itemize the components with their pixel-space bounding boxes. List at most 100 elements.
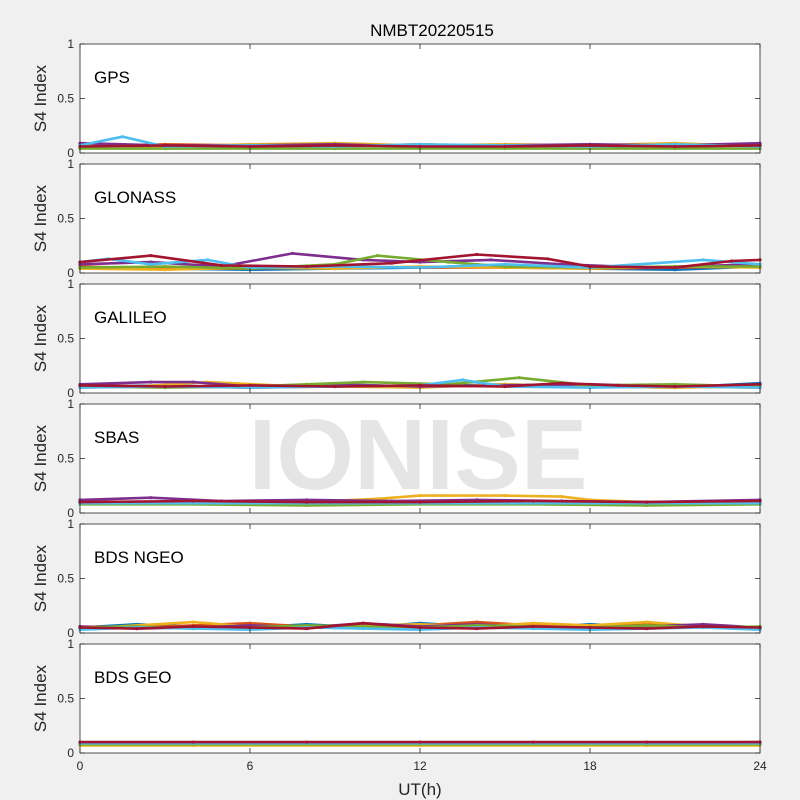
- data-point: [163, 264, 167, 269]
- y-tick-label: 0: [67, 626, 74, 640]
- panel-plot-area: [80, 164, 760, 273]
- data-point: [305, 500, 309, 504]
- x-axis-label: UT(h): [398, 780, 441, 799]
- y-tick-label: 1: [67, 397, 74, 411]
- data-point: [475, 252, 479, 257]
- data-point: [375, 254, 380, 258]
- data-point: [418, 740, 422, 744]
- data-point: [645, 500, 649, 504]
- data-point: [517, 376, 521, 380]
- y-tick-label: 0: [67, 146, 74, 160]
- data-point: [248, 621, 252, 625]
- data-point: [673, 266, 677, 270]
- data-point: [418, 494, 422, 498]
- data-point: [149, 254, 153, 258]
- y-tick-label: 0: [67, 266, 74, 280]
- data-point: [361, 621, 365, 625]
- data-point: [305, 264, 309, 269]
- data-point: [531, 621, 535, 625]
- data-point: [333, 384, 337, 389]
- y-tick-label: 0.5: [57, 572, 74, 586]
- panel-label: BDS GEO: [94, 668, 171, 687]
- data-point: [531, 501, 535, 505]
- series-line: [78, 381, 762, 388]
- data-point: [531, 624, 535, 629]
- panel-glonass: 0 0.5 1 S4 Index GLONASS: [31, 157, 762, 280]
- x-tick-label: 6: [247, 759, 254, 773]
- data-point: [120, 135, 125, 139]
- data-point: [149, 262, 153, 266]
- y-tick-label: 1: [67, 637, 74, 651]
- panel-plot-area: [80, 644, 760, 753]
- y-axis-label: S4 Index: [31, 544, 50, 612]
- data-point: [531, 740, 535, 744]
- y-tick-label: 0.5: [57, 452, 74, 466]
- panel-label: GLONASS: [94, 188, 176, 207]
- panels: 0 0.5 1 S4 Index GPS 0 0.5 1 S4 Index GLONASS 0 0.5…: [31, 37, 767, 773]
- y-axis-label: S4 Index: [31, 64, 50, 132]
- data-point: [588, 143, 592, 147]
- data-point: [701, 258, 705, 262]
- data-point: [135, 627, 139, 631]
- data-point: [191, 740, 195, 744]
- data-point: [248, 144, 252, 149]
- x-tick-label: 18: [583, 759, 597, 773]
- panel-label: BDS NGEO: [94, 548, 184, 567]
- data-point: [588, 625, 592, 630]
- data-point: [560, 381, 564, 385]
- data-point: [163, 384, 167, 389]
- x-tick-label: 12: [413, 759, 427, 773]
- y-tick-label: 1: [67, 517, 74, 531]
- panel-plot-area: [80, 524, 760, 633]
- panel-bds-ngeo: 0 0.5 1 S4 Index BDS NGEO: [31, 517, 762, 640]
- data-point: [361, 380, 365, 384]
- data-point: [645, 627, 649, 631]
- data-point: [418, 625, 422, 630]
- panel-plot-area: [80, 44, 760, 153]
- data-point: [460, 378, 465, 382]
- y-tick-label: 0.5: [57, 212, 74, 226]
- data-point: [673, 382, 677, 386]
- data-point: [560, 262, 564, 266]
- y-axis-label: S4 Index: [31, 424, 50, 492]
- y-tick-label: 1: [67, 37, 74, 51]
- data-point: [418, 500, 422, 504]
- data-point: [418, 383, 422, 387]
- data-point: [163, 268, 167, 272]
- data-point: [475, 627, 479, 631]
- data-point: [616, 383, 620, 387]
- y-tick-label: 0.5: [57, 692, 74, 706]
- data-point: [191, 620, 195, 624]
- panel-gps: 0 0.5 1 S4 Index GPS: [31, 37, 762, 160]
- data-point: [673, 384, 677, 389]
- data-point: [645, 620, 649, 624]
- y-tick-label: 0: [67, 506, 74, 520]
- data-point: [531, 499, 535, 503]
- data-point: [191, 380, 195, 384]
- y-tick-label: 0.5: [57, 332, 74, 346]
- data-point: [475, 620, 479, 624]
- data-point: [418, 266, 422, 270]
- data-point: [418, 142, 422, 146]
- data-point: [545, 257, 550, 261]
- data-point: [673, 142, 677, 146]
- data-point: [305, 627, 309, 631]
- data-point: [191, 499, 195, 503]
- y-axis-label: S4 Index: [31, 184, 50, 252]
- data-point: [305, 740, 309, 744]
- data-point: [673, 144, 677, 149]
- y-tick-label: 0: [67, 386, 74, 400]
- data-point: [248, 383, 252, 387]
- x-tick-label: 0: [77, 759, 84, 773]
- data-point: [645, 503, 649, 507]
- data-point: [149, 496, 153, 500]
- panel-bds-geo: 0 0.5 1 0 6 12 18 24 S4 Index BDS GEO: [31, 637, 767, 773]
- data-point: [418, 622, 422, 626]
- data-point: [503, 384, 507, 389]
- data-point: [191, 501, 195, 505]
- data-point: [701, 624, 705, 629]
- data-point: [390, 261, 394, 265]
- data-point: [560, 495, 564, 499]
- y-tick-label: 1: [67, 157, 74, 171]
